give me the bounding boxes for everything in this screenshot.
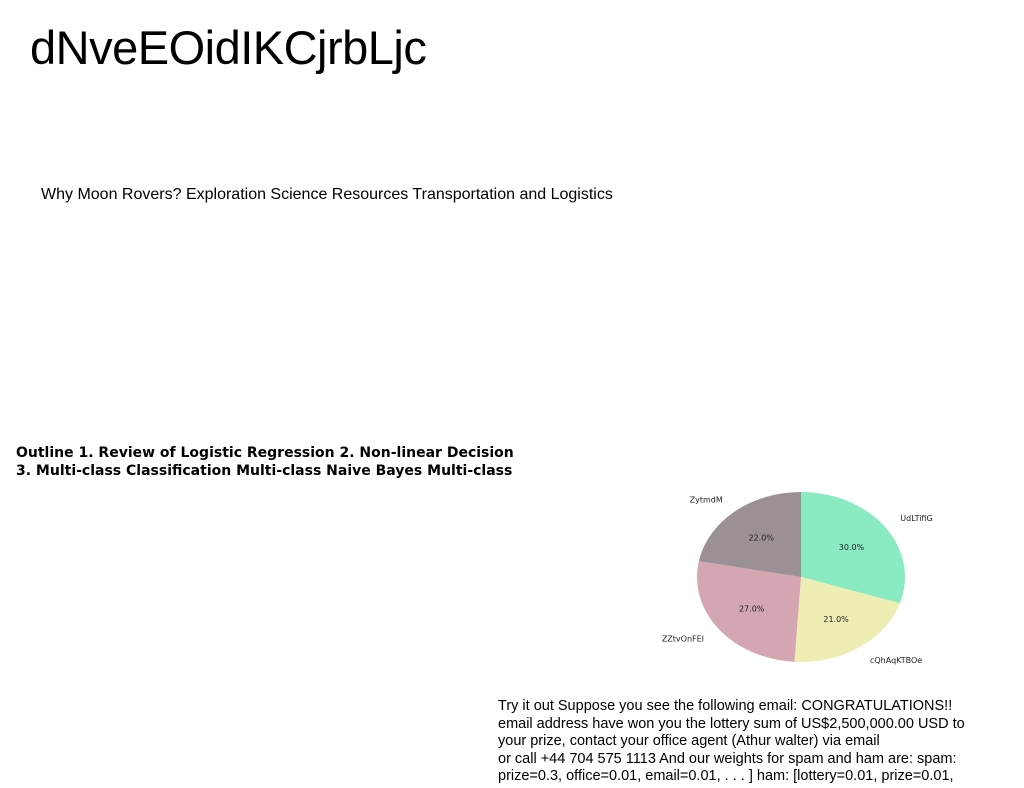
- pie-slice-cQhAqKTBOe: [794, 577, 900, 662]
- body-line-1: Try it out Suppose you see the following…: [498, 698, 953, 714]
- pie-category-label: cQhAqKTBOe: [870, 656, 922, 665]
- pie-percent-label: 30.0%: [839, 543, 865, 552]
- pie-percent-label: 27.0%: [739, 604, 765, 613]
- body-line-3: your prize, contact your office agent (A…: [498, 733, 880, 749]
- pie-slice-ZZtvOnFEI: [697, 561, 801, 662]
- pie-chart: 30.0% UdLTifiG 21.0% cQhAqKTBOe 27.0% ZZtvOnF…: [662, 492, 933, 665]
- slide-subtitle: Why Moon Rovers? Exploration Science Res…: [41, 186, 613, 203]
- pie-percent-label: 22.0%: [749, 534, 775, 543]
- body-line-2: email address have won you the lottery s…: [498, 715, 965, 732]
- pie-category-label: ZZtvOnFEI: [662, 634, 704, 643]
- body-line-4: or call +44 704 575 1113 And our weights…: [498, 750, 957, 767]
- pie-slice-UdLTifiG: [801, 492, 905, 604]
- outline-line-2: 3. Multi-class Classification Multi-clas…: [16, 463, 513, 479]
- outline-line-1: Outline 1. Review of Logistic Regression…: [16, 445, 514, 461]
- pie-slice-ZytmdM: [698, 492, 801, 577]
- pie-category-label: ZytmdM: [690, 496, 723, 505]
- email-example-text: Try it out Suppose you see the following…: [498, 698, 1024, 786]
- outline-text: Outline 1. Review of Logistic Regression…: [16, 444, 514, 480]
- body-line-5: prize=0.3, office=0.01, email=0.01, . . …: [498, 768, 954, 784]
- pie-category-label: UdLTifiG: [900, 514, 932, 523]
- page-title: dNveEOidIKCjrbLjc: [30, 21, 427, 74]
- pie-percent-label: 21.0%: [823, 615, 849, 624]
